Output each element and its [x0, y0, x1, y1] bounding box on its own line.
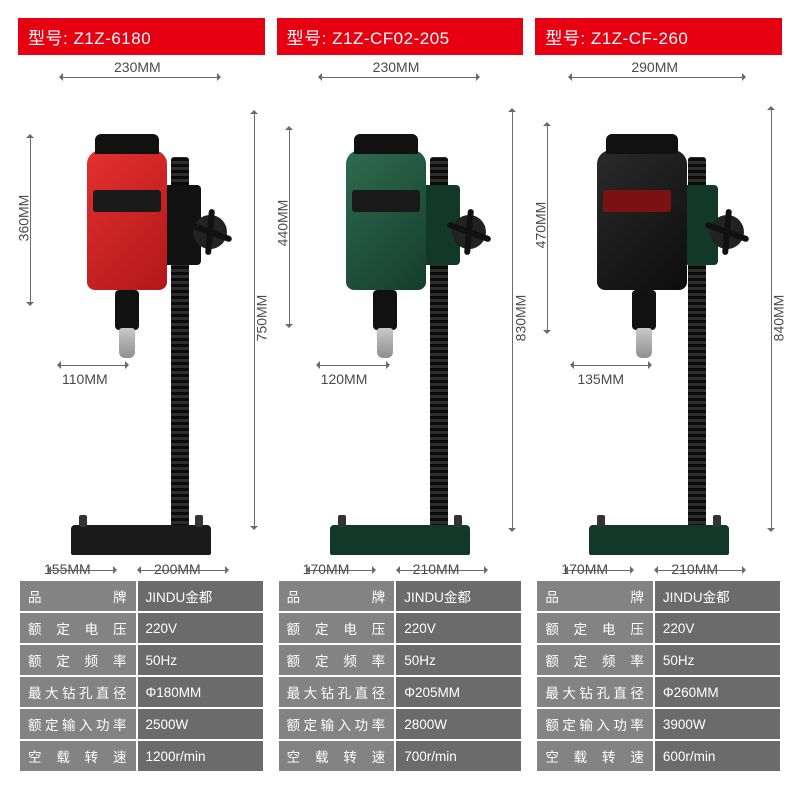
spec-key: 品 牌: [279, 581, 395, 611]
dimension-diagram: 230MM 360MM 750MM 110MM 155MM 200MM: [18, 65, 265, 575]
dim-motor-h: 360MM: [15, 195, 31, 242]
motor-body: [597, 150, 687, 290]
dim-top-width: 230MM: [373, 59, 420, 75]
dim-base-right: 210MM: [671, 561, 718, 577]
spec-table: 品 牌JINDU金都 额定电压220V 额定频率50Hz 最大钻孔直径Φ205M…: [277, 579, 524, 773]
spec-val: 600r/min: [655, 741, 780, 771]
spec-val: JINDU金都: [655, 581, 780, 611]
spec-key: 空载转速: [20, 741, 136, 771]
model-header: 型号: Z1Z-6180: [18, 18, 265, 55]
product-col-1: 型号: Z1Z-6180 230MM 360MM 750MM 110MM 155…: [18, 18, 265, 773]
motor-body: [346, 150, 426, 290]
spec-key: 空载转速: [279, 741, 395, 771]
dimension-diagram: 290MM 470MM 840MM 135MM 170MM 210MM: [535, 65, 782, 575]
spec-key: 额定输入功率: [537, 709, 653, 739]
model-number: Z1Z-6180: [73, 29, 151, 48]
spec-val: 50Hz: [138, 645, 263, 675]
dim-top-width: 230MM: [114, 59, 161, 75]
chuck: [629, 290, 659, 370]
model-number: Z1Z-CF02-205: [332, 29, 449, 48]
stand-base: [330, 525, 470, 555]
dim-chuck-w: 135MM: [577, 371, 624, 387]
spec-val: 50Hz: [396, 645, 521, 675]
stand-base: [589, 525, 729, 555]
spec-table: 品 牌JINDU金都 额定电压220V 额定频率50Hz 最大钻孔直径Φ180M…: [18, 579, 265, 773]
product-comparison: 型号: Z1Z-6180 230MM 360MM 750MM 110MM 155…: [0, 0, 800, 773]
dim-full-h: 830MM: [512, 295, 528, 342]
dimension-diagram: 230MM 440MM 830MM 120MM 170MM 210MM: [277, 65, 524, 575]
spec-key: 额定频率: [537, 645, 653, 675]
spec-val: Φ260MM: [655, 677, 780, 707]
spec-val: 2800W: [396, 709, 521, 739]
dim-base-left: 155MM: [44, 561, 91, 577]
spec-key: 额定频率: [279, 645, 395, 675]
spec-key: 额定频率: [20, 645, 136, 675]
spec-val: JINDU金都: [138, 581, 263, 611]
dim-top-width: 290MM: [631, 59, 678, 75]
spec-key: 最大钻孔直径: [537, 677, 653, 707]
dim-chuck-w: 120MM: [321, 371, 368, 387]
product-col-2: 型号: Z1Z-CF02-205 230MM 440MM 830MM 120MM…: [277, 18, 524, 773]
spec-val: 220V: [396, 613, 521, 643]
model-prefix: 型号:: [545, 29, 585, 48]
spec-val: 2500W: [138, 709, 263, 739]
spec-val: 220V: [655, 613, 780, 643]
spec-key: 额定电压: [20, 613, 136, 643]
spec-key: 额定电压: [537, 613, 653, 643]
spec-val: Φ180MM: [138, 677, 263, 707]
spec-key: 品 牌: [20, 581, 136, 611]
dim-base-left: 170MM: [303, 561, 350, 577]
spec-val: 700r/min: [396, 741, 521, 771]
dim-full-h: 750MM: [253, 295, 269, 342]
model-prefix: 型号:: [28, 29, 68, 48]
chuck: [112, 290, 142, 370]
dim-motor-h: 440MM: [274, 200, 290, 247]
dim-base-right: 200MM: [154, 561, 201, 577]
model-prefix: 型号:: [287, 29, 327, 48]
feed-handle: [710, 215, 744, 249]
spec-key: 额定电压: [279, 613, 395, 643]
stand-base: [71, 525, 211, 555]
spec-key: 最大钻孔直径: [279, 677, 395, 707]
motor-body: [87, 150, 167, 290]
dim-motor-h: 470MM: [533, 202, 549, 249]
spec-val: 220V: [138, 613, 263, 643]
dim-chuck-w: 110MM: [62, 371, 108, 387]
spec-key: 额定输入功率: [279, 709, 395, 739]
spec-val: 1200r/min: [138, 741, 263, 771]
chuck: [370, 290, 400, 370]
dim-base-left: 170MM: [561, 561, 608, 577]
feed-handle: [452, 215, 486, 249]
model-header: 型号: Z1Z-CF-260: [535, 18, 782, 55]
spec-key: 空载转速: [537, 741, 653, 771]
spec-key: 额定输入功率: [20, 709, 136, 739]
spec-val: Φ205MM: [396, 677, 521, 707]
spec-val: 50Hz: [655, 645, 780, 675]
spec-val: JINDU金都: [396, 581, 521, 611]
spec-val: 3900W: [655, 709, 780, 739]
spec-key: 品 牌: [537, 581, 653, 611]
spec-table: 品 牌JINDU金都 额定电压220V 额定频率50Hz 最大钻孔直径Φ260M…: [535, 579, 782, 773]
dim-line: [319, 77, 479, 78]
feed-handle: [193, 215, 227, 249]
dim-line: [60, 77, 220, 78]
model-number: Z1Z-CF-260: [591, 29, 689, 48]
product-col-3: 型号: Z1Z-CF-260 290MM 470MM 840MM 135MM 1…: [535, 18, 782, 773]
model-header: 型号: Z1Z-CF02-205: [277, 18, 524, 55]
dim-full-h: 840MM: [771, 295, 787, 342]
dim-line: [569, 77, 745, 78]
spec-key: 最大钻孔直径: [20, 677, 136, 707]
dim-base-right: 210MM: [413, 561, 460, 577]
